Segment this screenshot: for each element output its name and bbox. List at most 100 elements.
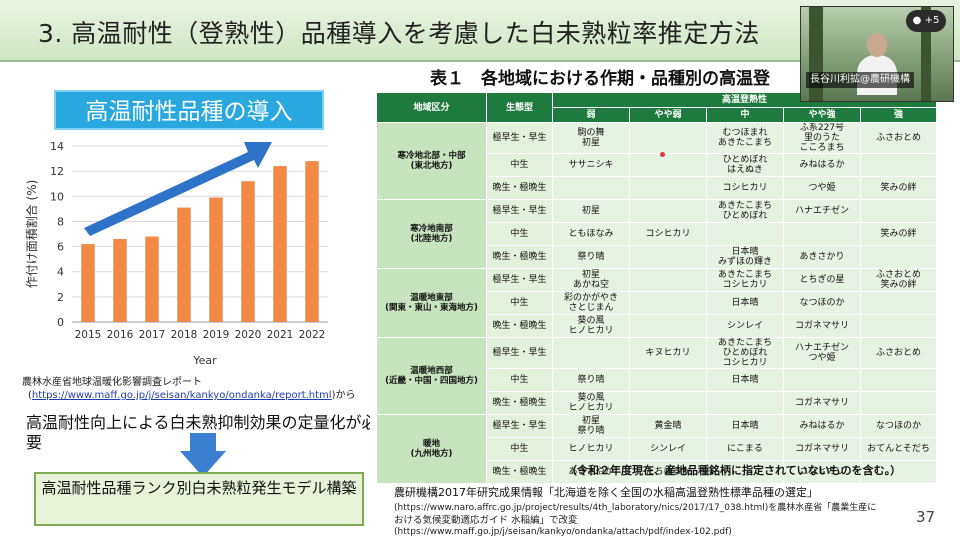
variety-cell xyxy=(860,314,937,338)
chart-x-tick-label: 2020 xyxy=(235,329,262,341)
chart-y-tick-label: 2 xyxy=(57,291,64,304)
variety-cell: 祭り晴 xyxy=(552,245,630,269)
variety-cell: 黄金晴 xyxy=(629,414,707,438)
variety-cell: ふさおとめ 笑みの絆 xyxy=(860,268,937,292)
chart-x-tick-label: 2016 xyxy=(107,329,134,341)
chart-bar-2017 xyxy=(145,236,159,322)
variety-cell: 日本晴 xyxy=(706,414,784,438)
variety-cell xyxy=(860,368,937,392)
maturity-cell: 晩生・極晩生 xyxy=(486,176,553,200)
variety-cell: つや姫 xyxy=(783,176,861,200)
model-construction-box: 高温耐性品種ランク別白未熟粒発生モデル構築 xyxy=(34,472,364,526)
maturity-cell: 晩生・極晩生 xyxy=(486,245,553,269)
table-row: 晩生・極晩生 コシヒカリ つや姫 笑みの絆 xyxy=(377,176,937,200)
variety-cell: ハナエチゼン つや姫 xyxy=(783,337,861,369)
trend-arrow xyxy=(84,142,272,236)
maturity-cell: 中生 xyxy=(486,153,553,177)
variety-cell: 駒の舞 初星 xyxy=(552,122,630,154)
variety-cell: ササニシキ xyxy=(552,153,630,177)
source-link-line: (https://www.maff.go.jp/j/seisan/kankyo/… xyxy=(28,390,356,401)
variety-cell: 笑みの絆 xyxy=(860,222,937,246)
table-row: 晩生・極晩生 葵の風 ヒノヒカリ シンレイ コガネマサリ xyxy=(377,314,937,338)
table-row: 晩生・極晩生 祭り晴 日本晴 みずほの輝き あきさかり xyxy=(377,245,937,269)
variety-cell xyxy=(629,368,707,392)
region-cell: 温暖地東部 (関東・東山・東海地方) xyxy=(376,268,487,338)
variety-cell: あきたこまち ひとめぼれ コシヒカリ xyxy=(706,337,784,369)
variety-cell: あきさやか xyxy=(552,460,630,484)
variety-cell xyxy=(706,391,784,415)
participant-count-button[interactable]: ● +5 xyxy=(906,10,946,32)
variety-cell xyxy=(629,245,707,269)
chart-y-tick-label: 0 xyxy=(57,316,64,329)
chart-y-tick-labels: 0 2 4 6 8 10 12 14 xyxy=(50,140,64,329)
variety-cell: みねはるか xyxy=(783,153,861,177)
people-icon: ● xyxy=(912,15,922,26)
chart-x-tick-label: 2019 xyxy=(203,329,230,341)
table-row: 温暖地東部 (関東・東山・東海地方) 極早生・早生 初星 あかね空 あきたこまち コシヒカリ… xyxy=(376,268,937,338)
table-row: 晩生・極晩生 あきさやか たちはるか ニシヒカリ xyxy=(377,460,937,484)
variety-cell: ハナエチゼン xyxy=(783,199,861,223)
variety-cell xyxy=(629,314,707,338)
variety-cell: 日本晴 xyxy=(706,291,784,315)
variety-cell: おてんとそだち xyxy=(860,437,937,461)
maturity-cell: 中生 xyxy=(486,437,553,461)
quantification-need-text: 高温耐性向上による白未熟抑制効果の定量化が必要 xyxy=(26,413,378,452)
variety-cell: ひとめぼれ はえぬき xyxy=(706,153,784,177)
variety-cell: 葵の風 ヒノヒカリ xyxy=(552,391,630,415)
source-link[interactable]: https://www.maff.go.jp/j/seisan/kankyo/o… xyxy=(31,390,332,401)
variety-cell xyxy=(860,391,937,415)
variety-cell xyxy=(629,122,707,154)
reference-line-1: 農研機構2017年研究成果情報「北海道を除く全国の水稲高温登熟性標準品種の選定」 xyxy=(394,486,818,499)
table-row: 温暖地西部 (近畿・中国・四国地方) 極早生・早生 キヌヒカリ あきたこまち ひとめぼれコ… xyxy=(376,337,937,415)
table-row: 寒冷地北部・中部 (東北地方) 極早生・早生 駒の舞 初星 むつほまれ あきたこまち ふ系22… xyxy=(376,122,937,200)
background-tree xyxy=(921,7,931,101)
maturity-cell: 極早生・早生 xyxy=(486,268,553,292)
slide-title: 3. 高温耐性（登熟性）品種導入を考慮した白未熟粒率推定方法 xyxy=(38,19,760,48)
maturity-cell: 晩生・極晩生 xyxy=(486,314,553,338)
chart-bar-2018 xyxy=(177,207,191,322)
table-row: 暖地 (九州地方) 極早生・早生 初星 祭り晴 黄金晴 日本晴 みねはるか なつほのか xyxy=(376,414,937,484)
table-footnote: （令和２年度現在、産地品種銘柄に指定されていないものを含む。） xyxy=(566,464,902,477)
variety-cell: 彩のかがやき さとじまん xyxy=(552,291,630,315)
variety-cell: なつほのか xyxy=(783,291,861,315)
table-row: 晩生・極晩生 葵の風 ヒノヒカリ コガネマサリ xyxy=(377,391,937,415)
participant-head xyxy=(867,33,887,57)
variety-cell: なつほのか xyxy=(860,414,937,438)
variety-cell: シンレイ xyxy=(706,314,784,338)
source-line: 農林水産省地球温暖化影響調査レポート xyxy=(22,377,202,388)
variety-cell xyxy=(629,176,707,200)
variety-cell: ヒノヒカリ xyxy=(552,437,630,461)
chart-y-axis-label: 作付け面積割合 (%) xyxy=(24,180,39,289)
chart-x-axis-label: Year xyxy=(192,354,217,367)
chart-x-tick-label: 2018 xyxy=(171,329,198,341)
planting-area-chart: 0 2 4 6 8 10 12 14 2015 2016 2017 2018 2019 2020 2021… xyxy=(24,140,328,367)
header-maturity: 生態型 xyxy=(486,92,553,123)
table-body: 寒冷地北部・中部 (東北地方) 極早生・早生 駒の舞 初星 むつほまれ あきたこまち ふ系22… xyxy=(376,122,937,484)
chart-bar-2019 xyxy=(209,197,223,322)
variety-cell xyxy=(783,368,861,392)
variety-cell: ふさおとめ xyxy=(860,337,937,369)
page-number: 37 xyxy=(916,508,936,526)
variety-cell: ともほなみ xyxy=(552,222,630,246)
table-row: 中生 彩のかがやき さとじまん 日本晴 なつほのか xyxy=(377,291,937,315)
reference-line-2: (https://www.naro.affrc.go.jp/project/re… xyxy=(394,503,877,513)
header-level-strong: 強 xyxy=(860,107,937,123)
chart-x-tick-label: 2022 xyxy=(299,329,326,341)
table-title: 表１ 各地域における作期・品種別の高温登 xyxy=(430,69,770,89)
participant-count: +5 xyxy=(924,15,940,26)
region-cell: 寒冷地南部 (北陸地方) xyxy=(376,199,487,269)
variety-cell xyxy=(629,153,707,177)
variety-table: 地域区分 生態型 高温登熟性 弱 やや弱 中 やや強 強 寒冷地北部・中部 (東北… xyxy=(376,92,937,484)
header-level-slightly-strong: やや強 xyxy=(783,107,861,123)
variety-cell: 笑みの絆 xyxy=(860,176,937,200)
variety-cell: コガネマサリ xyxy=(783,391,861,415)
chart-gridlines xyxy=(72,145,328,323)
variety-cell xyxy=(629,391,707,415)
table-row: 中生 ササニシキ ひとめぼれ はえぬき みねはるか xyxy=(377,153,937,177)
chart-y-tick-label: 10 xyxy=(50,190,64,203)
chart-bars xyxy=(81,161,319,322)
chart-bar-2015 xyxy=(81,244,95,322)
variety-cell xyxy=(860,460,937,484)
variety-cell: とちぎの星 xyxy=(783,268,861,292)
variety-cell xyxy=(706,460,784,484)
